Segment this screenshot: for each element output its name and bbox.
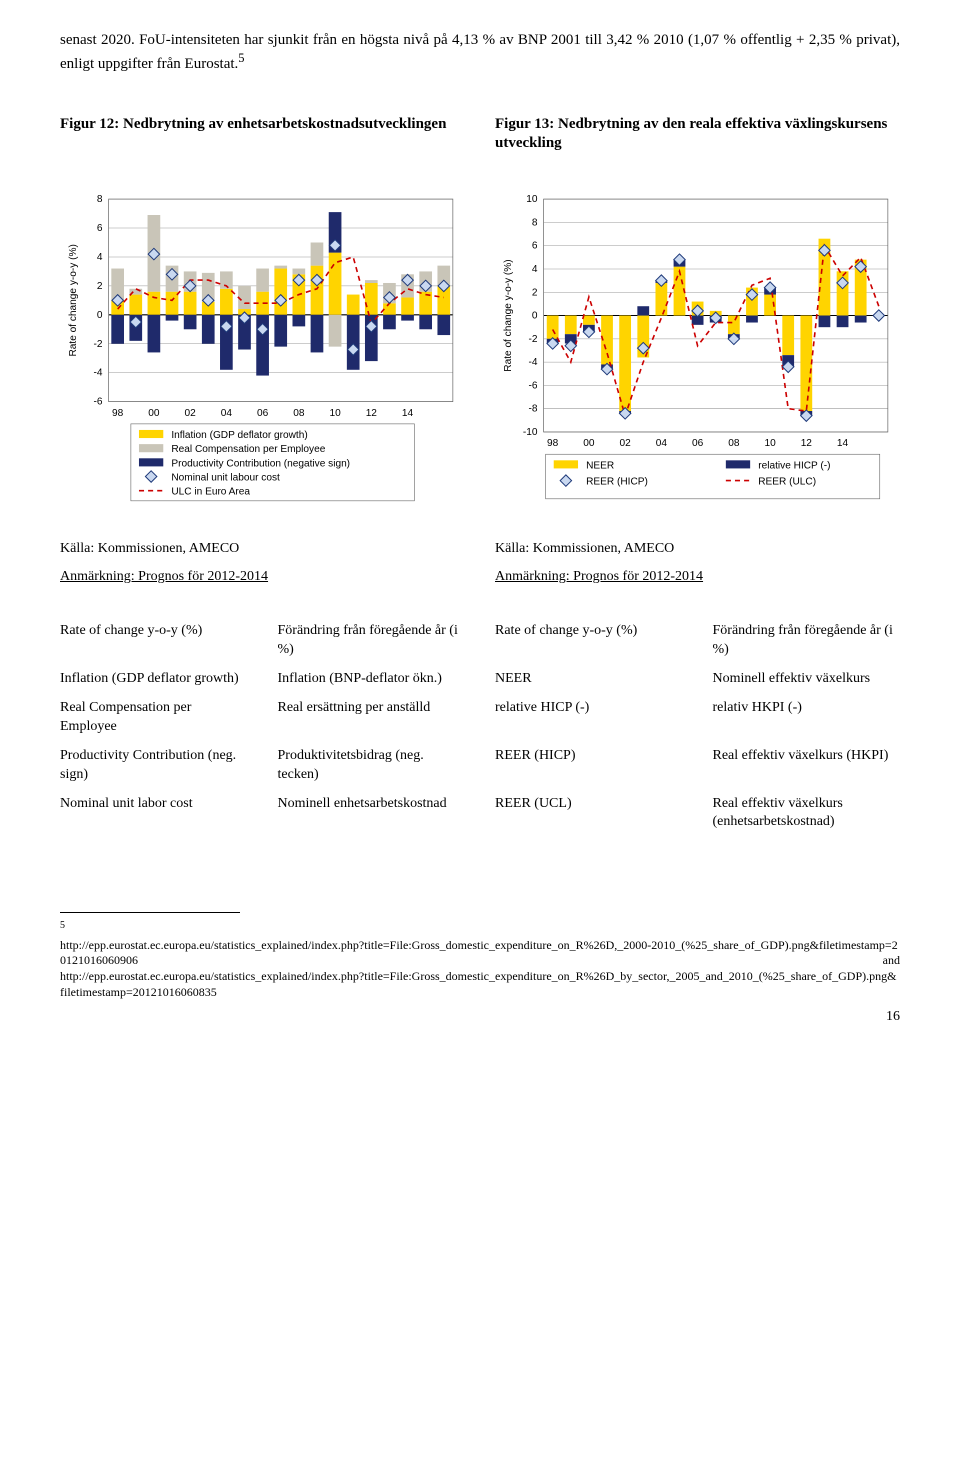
footnote-text: http://epp.eurostat.ec.europa.eu/statist… [60, 938, 898, 999]
svg-text:10: 10 [764, 438, 776, 449]
glossary-cell: Rate of change y-o-y (%) [495, 622, 683, 660]
fig12-source: Källa: Kommissionen, AMECO [60, 540, 465, 559]
svg-text:02: 02 [620, 438, 632, 449]
svg-text:-2: -2 [94, 338, 103, 349]
svg-text:relative HICP (-): relative HICP (-) [758, 460, 830, 471]
svg-text:0: 0 [532, 310, 538, 321]
glossary-cell: Förändring från föregående år (i %) [278, 622, 466, 660]
glossary-table: Rate of change y-o-y (%) Förändring från … [60, 622, 900, 832]
glossary-cell: Nominell effektiv växelkurs [713, 670, 901, 689]
footnote-number: 5 [60, 920, 65, 931]
fig13-chart: -10-8-6-4-20246810Rate of change y-o-y (… [495, 191, 900, 515]
svg-text:98: 98 [547, 438, 559, 449]
svg-text:Rate of change y-o-y (%): Rate of change y-o-y (%) [68, 244, 79, 356]
glossary-cell: Real ersättning per anställd [278, 699, 466, 737]
svg-text:Real Compensation per Employee: Real Compensation per Employee [171, 444, 325, 455]
glossary-cell: Real Compensation per Employee [60, 699, 248, 737]
glossary-cell: Real effektiv växelkurs (enhetsarbetskos… [713, 795, 901, 833]
glossary-cell: relative HICP (-) [495, 699, 683, 737]
glossary-cell: REER (HICP) [495, 747, 683, 785]
intro-text: senast 2020. FoU-intensiteten har sjunki… [60, 32, 900, 72]
glossary-cell: NEER [495, 670, 683, 689]
svg-text:8: 8 [97, 194, 103, 205]
fig12-title: Figur 12: Nedbrytning av enhetsarbetskos… [60, 115, 465, 135]
glossary-cell: Real effektiv växelkurs (HKPI) [713, 747, 901, 785]
fig13-source: Källa: Kommissionen, AMECO [495, 540, 900, 559]
page-number: 16 [60, 1008, 900, 1027]
svg-text:-8: -8 [529, 403, 538, 414]
svg-text:Inflation (GDP deflator growth: Inflation (GDP deflator growth) [171, 430, 307, 441]
svg-text:02: 02 [185, 407, 197, 418]
svg-text:Productivity Contribution (neg: Productivity Contribution (negative sign… [171, 458, 350, 469]
svg-text:04: 04 [221, 407, 233, 418]
svg-text:REER (HICP): REER (HICP) [586, 476, 648, 487]
svg-text:-2: -2 [529, 333, 538, 344]
svg-text:6: 6 [532, 240, 538, 251]
svg-text:04: 04 [656, 438, 668, 449]
intro-paragraph: senast 2020. FoU-intensiteten har sjunki… [60, 30, 900, 75]
svg-text:4: 4 [532, 264, 538, 275]
intro-footnote-ref: 5 [238, 51, 244, 65]
svg-text:08: 08 [728, 438, 740, 449]
svg-text:6: 6 [97, 223, 103, 234]
svg-text:NEER: NEER [586, 460, 614, 471]
svg-text:2: 2 [532, 287, 538, 298]
svg-text:14: 14 [837, 438, 849, 449]
svg-text:8: 8 [532, 217, 538, 228]
glossary-cell: Inflation (BNP-deflator ökn.) [278, 670, 466, 689]
svg-text:12: 12 [801, 438, 813, 449]
footnote-separator [60, 912, 240, 913]
glossary-cell: Productivity Contribution (neg. sign) [60, 747, 248, 785]
footnote: 5 http://epp.eurostat.ec.europa.eu/stati… [60, 919, 900, 1000]
svg-text:08: 08 [293, 407, 305, 418]
svg-text:2: 2 [97, 280, 103, 291]
svg-text:00: 00 [148, 407, 160, 418]
svg-text:06: 06 [257, 407, 269, 418]
glossary-cell: Produktivitetsbidrag (neg. tecken) [278, 747, 466, 785]
svg-text:06: 06 [692, 438, 704, 449]
svg-text:14: 14 [402, 407, 414, 418]
glossary-cell: Inflation (GDP deflator growth) [60, 670, 248, 689]
svg-text:10: 10 [526, 194, 538, 205]
fig13-note: Anmärkning: Prognos för 2012-2014 [495, 568, 900, 587]
glossary-cell: REER (UCL) [495, 795, 683, 833]
fig12-chart-container: -6-4-202468Rate of change y-o-y (%)98000… [60, 191, 465, 515]
svg-text:ULC in Euro Area: ULC in Euro Area [171, 486, 250, 497]
fig12-chart: -6-4-202468Rate of change y-o-y (%)98000… [60, 191, 465, 515]
svg-text:0: 0 [97, 309, 103, 320]
svg-text:00: 00 [583, 438, 595, 449]
svg-text:-4: -4 [529, 357, 538, 368]
svg-text:12: 12 [366, 407, 378, 418]
svg-text:Rate of change y-o-y (%): Rate of change y-o-y (%) [503, 259, 514, 371]
svg-text:-4: -4 [94, 367, 103, 378]
svg-text:-6: -6 [94, 396, 103, 407]
svg-text:-6: -6 [529, 380, 538, 391]
svg-text:-10: -10 [523, 427, 538, 438]
fig12-note: Anmärkning: Prognos för 2012-2014 [60, 568, 465, 587]
svg-text:REER (ULC): REER (ULC) [758, 476, 816, 487]
svg-text:Nominal unit labour cost: Nominal unit labour cost [171, 472, 280, 483]
svg-text:10: 10 [329, 407, 341, 418]
glossary-cell: Nominal unit labor cost [60, 795, 248, 833]
glossary-cell: Förändring från föregående år (i %) [713, 622, 901, 660]
svg-text:4: 4 [97, 251, 103, 262]
svg-text:98: 98 [112, 407, 124, 418]
glossary-cell: relativ HKPI (-) [713, 699, 901, 737]
glossary-cell: Rate of change y-o-y (%) [60, 622, 248, 660]
fig13-chart-container: -10-8-6-4-20246810Rate of change y-o-y (… [495, 191, 900, 515]
fig13-title: Figur 13: Nedbrytning av den reala effek… [495, 115, 900, 154]
glossary-cell: Nominell enhetsarbetskostnad [278, 795, 466, 833]
